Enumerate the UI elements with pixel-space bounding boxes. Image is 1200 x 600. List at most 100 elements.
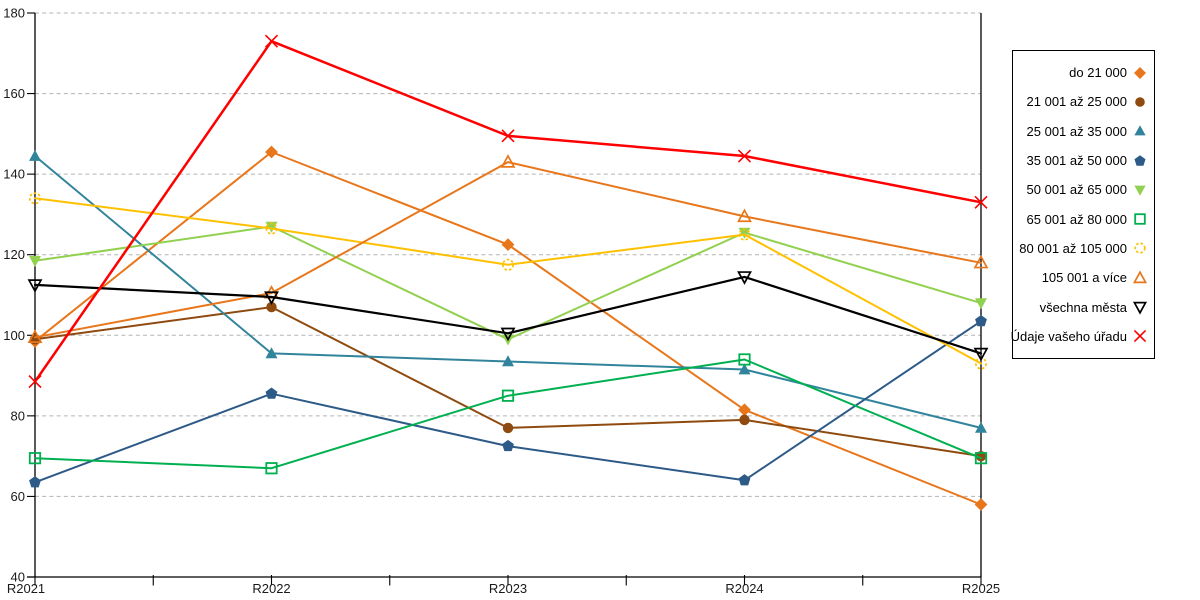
x-tick-label-r2023: R2023 — [489, 581, 527, 596]
legend-label: 50 001 až 65 000 — [1026, 182, 1127, 198]
legend-marker-shape — [1132, 301, 1148, 315]
y-tick-label: 160 — [3, 86, 25, 101]
series-line-80-001-a-105-000 — [34, 197, 982, 365]
legend-marker-shape — [1134, 66, 1146, 79]
data-point-21-001-a-25-000-R2022 — [266, 301, 277, 313]
data-point-21-001-a-25-000-R2023 — [502, 422, 514, 434]
legend-label: 25 001 až 35 000 — [1026, 123, 1127, 139]
data-point-105-001-a-v-ce-R2024 — [737, 208, 752, 223]
legend-label: 105 001 a více — [1041, 270, 1127, 286]
data-point-105-001-a-v-ce-R2023 — [500, 154, 516, 168]
data-point-25-001-a-35-000-R2025 — [975, 421, 987, 433]
data-point-do-21-000-R2024 — [738, 403, 751, 417]
data-point-daje-va-eho-adu-R2023 — [501, 129, 515, 143]
data-point-50-001-a-65-000-R2021 — [29, 255, 41, 267]
data-point-daje-va-eho-adu-R2024 — [737, 149, 752, 163]
data-point-105-001-a-v-ce-R2025 — [973, 254, 989, 269]
x-tick-label-r2025: R2025 — [962, 581, 1000, 596]
y-tick-label: 80 — [11, 408, 25, 423]
data-point-65-001-a-80-000-R2024 — [738, 353, 751, 366]
data-point-v-echna-m-sta-R2022 — [264, 291, 279, 305]
series-daje-va-eho-adu — [28, 34, 988, 389]
data-point-65-001-a-80-000-R2025 — [974, 452, 988, 465]
triangle-down-marker-icon — [1132, 301, 1148, 315]
legend-item-25-001-a-35-000: 25 001 až 35 000 — [1013, 117, 1154, 146]
data-point-do-21-000-R2023 — [501, 238, 515, 252]
series-v-echna-m-sta — [27, 271, 989, 362]
legend-item-65-001-a-80-000: 65 001 až 80 000 — [1013, 204, 1154, 233]
legend-item-daje-va-eho-adu: Údaje vašeho úřadu — [1010, 322, 1154, 351]
data-point-daje-va-eho-adu-R2025 — [974, 195, 988, 209]
x-stroke — [974, 195, 988, 209]
legend-item-do-21-000: do 21 000 — [1013, 58, 1154, 87]
data-point-v-echna-m-sta-R2021 — [27, 279, 43, 293]
legend-label: Údaje vašeho úřadu — [1010, 328, 1127, 344]
legend-marker-shape — [1132, 270, 1148, 283]
data-point-35-001-a-50-000-R2024 — [738, 474, 751, 486]
legend-item-80-001-a-105-000: 80 001 až 105 000 — [1013, 234, 1154, 263]
legend-marker-shape — [1135, 97, 1145, 107]
y-tick-label: 140 — [3, 167, 25, 182]
x-stroke — [28, 375, 42, 389]
data-point-v-echna-m-sta-R2025 — [973, 347, 989, 362]
series-35-001-a-50-000 — [29, 314, 987, 488]
legend-item-35-001-a-50-000: 35 001 až 50 000 — [1013, 146, 1154, 175]
data-point-35-001-a-50-000-R2021 — [29, 476, 41, 488]
data-point-25-001-a-35-000-R2022 — [265, 347, 278, 359]
legend-marker-shape — [1134, 242, 1146, 255]
legend-item-50-001-a-65-000: 50 001 až 65 000 — [1013, 175, 1154, 204]
series-line-daje-va-eho-adu — [33, 39, 983, 383]
x-stroke — [501, 129, 515, 143]
legend-marker-shape — [1133, 330, 1147, 343]
series-line-105-001-a-v-ce — [34, 161, 982, 339]
data-point-do-21-000-R2022 — [265, 145, 278, 159]
legend-label: 65 001 až 80 000 — [1026, 211, 1127, 227]
data-point-daje-va-eho-adu-R2021 — [28, 375, 42, 389]
x-tick-label-r2021: R2021 — [7, 581, 45, 596]
pentagon-marker-icon — [1134, 154, 1146, 166]
legend-marker-shape — [1134, 185, 1146, 196]
data-point-25-001-a-35-000-R2024 — [738, 363, 751, 375]
legend-label: všechna města — [1039, 299, 1127, 315]
triangle-up-marker-icon — [1134, 125, 1146, 136]
data-point-105-001-a-v-ce-R2021 — [27, 329, 43, 343]
x-stroke — [737, 149, 752, 163]
data-point-65-001-a-80-000-R2022 — [265, 462, 278, 475]
data-point-50-001-a-65-000-R2025 — [975, 298, 987, 310]
legend: do 21 000 21 001 až 25 000 25 001 až 35 00… — [1010, 50, 1155, 359]
data-point-80-001-a-105-000-R2023 — [501, 258, 515, 271]
x-stroke — [264, 34, 279, 48]
data-point-35-001-a-50-000-R2025 — [975, 314, 987, 327]
series-line-21-001-a-25-000 — [34, 306, 982, 458]
x-tick-label-r2022: R2022 — [252, 581, 290, 596]
data-point-35-001-a-50-000-R2022 — [265, 387, 278, 399]
series-line-65-001-a-80-000 — [34, 358, 982, 470]
square-marker-icon — [1134, 213, 1146, 225]
x-stroke — [1133, 330, 1147, 343]
triangle-down-marker-icon — [1134, 185, 1146, 196]
data-point-do-21-000-R2025 — [974, 498, 988, 511]
series-line-v-echna-m-sta — [33, 275, 983, 355]
data-point-daje-va-eho-adu-R2022 — [264, 34, 279, 48]
data-point-35-001-a-50-000-R2023 — [502, 439, 514, 452]
data-point-65-001-a-80-000-R2023 — [501, 389, 515, 402]
legend-marker-shape — [1134, 125, 1146, 136]
data-point-80-001-a-105-000-R2021 — [28, 192, 42, 205]
legend-marker-shape — [1134, 154, 1146, 166]
series-21-001-a-25-000 — [29, 301, 987, 462]
legend-marker-shape — [1134, 213, 1146, 225]
x-marker-icon — [1133, 330, 1147, 343]
circle-dashed-marker-icon — [1134, 242, 1146, 255]
legend-item-v-echna-m-sta: všechna města — [1013, 292, 1154, 321]
legend-item-21-001-a-25-000: 21 001 až 25 000 — [1013, 87, 1154, 116]
triangle-up-marker-icon — [1132, 270, 1148, 283]
data-point-80-001-a-105-000-R2022 — [265, 222, 278, 235]
series-65-001-a-80-000 — [28, 353, 988, 475]
data-point-65-001-a-80-000-R2021 — [28, 452, 42, 465]
data-point-v-echna-m-sta-R2023 — [500, 327, 516, 342]
legend-label: 80 001 až 105 000 — [1019, 240, 1127, 256]
data-point-21-001-a-25-000-R2024 — [739, 414, 750, 426]
y-tick-label: 100 — [3, 328, 25, 343]
